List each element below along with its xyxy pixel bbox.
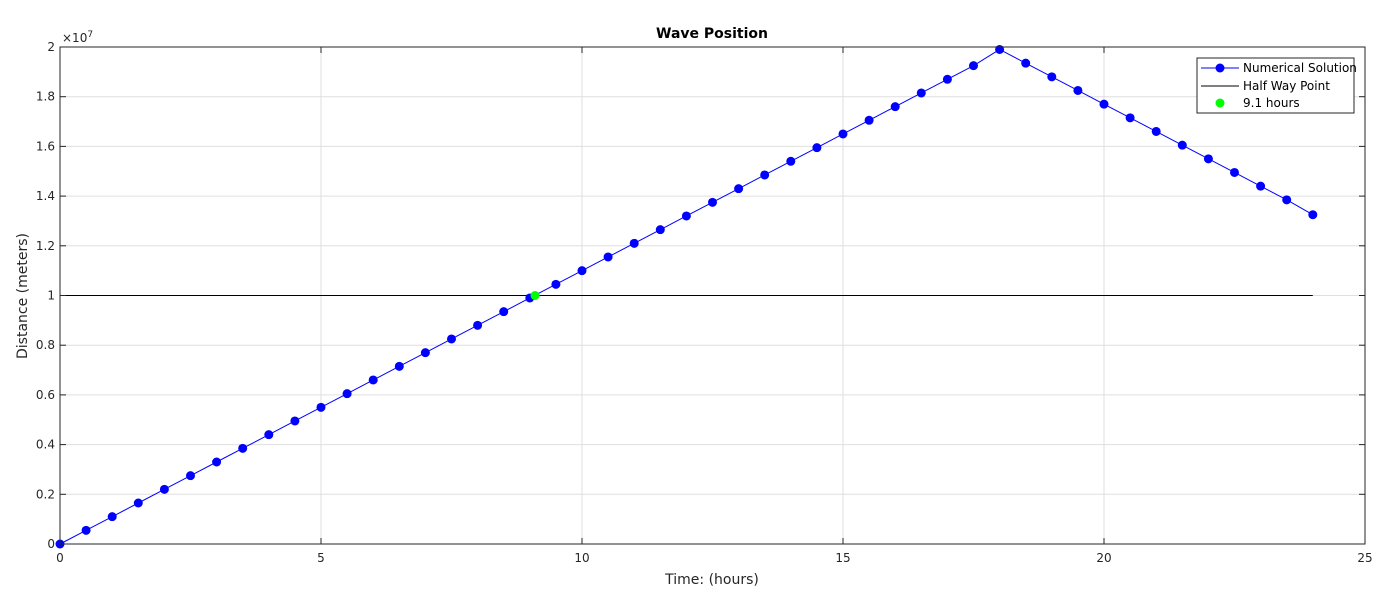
- legend-label-halfway: Half Way Point: [1243, 79, 1330, 93]
- numerical-solution-point: [212, 457, 222, 467]
- y-tick-label: 0: [47, 537, 55, 551]
- numerical-solution-point: [890, 102, 900, 112]
- numerical-solution-point: [316, 402, 326, 412]
- numerical-solution-point: [603, 252, 613, 262]
- numerical-solution-point: [473, 320, 483, 330]
- numerical-solution-point: [969, 61, 978, 71]
- numerical-solution-point: [708, 197, 717, 207]
- legend: Numerical Solution Half Way Point 9.1 ho…: [1196, 57, 1357, 114]
- numerical-solution-point: [1282, 195, 1292, 205]
- y-axis-multiplier: ×107: [62, 30, 93, 45]
- numerical-solution-point: [1230, 167, 1239, 177]
- numerical-solution-point: [264, 430, 274, 440]
- numerical-solution-point: [133, 498, 143, 508]
- axis-ticks: 0 5 10 15 20 25 0 0.2 0.4 0.6 0.8 1 1.2 1.4 1.6 1.8 2: [36, 40, 1373, 565]
- x-tick-label: 10: [574, 551, 589, 565]
- numerical-solution-point: [1021, 58, 1031, 68]
- numerical-solution-point: [1073, 85, 1083, 95]
- legend-marker-numerical: [1215, 63, 1225, 73]
- legend-label-point: 9.1 hours: [1243, 96, 1300, 110]
- y-tick-label: 1.2: [36, 239, 55, 253]
- numerical-solution-point: [290, 416, 300, 426]
- numerical-solution-point: [995, 44, 1005, 54]
- y-tick-label: 0.2: [36, 487, 55, 501]
- numerical-solution-point: [159, 484, 169, 494]
- numerical-solution-point: [342, 389, 352, 399]
- numerical-solution-point: [238, 443, 248, 453]
- legend-label-numerical: Numerical Solution: [1243, 61, 1357, 75]
- numerical-solution-point: [812, 143, 822, 153]
- numerical-solution-point: [1308, 210, 1318, 220]
- y-axis-label: Distance (meters): [15, 233, 31, 359]
- y-tick-label: 1: [47, 289, 55, 303]
- series-layer: [55, 44, 1318, 549]
- numerical-solution-point: [629, 238, 639, 248]
- y-tick-label: 0.8: [36, 338, 55, 352]
- y-tick-label: 1.8: [36, 90, 55, 104]
- numerical-solution-point: [916, 88, 926, 98]
- numerical-solution-point: [681, 211, 691, 221]
- x-tick-label: 25: [1357, 551, 1372, 565]
- numerical-solution-point: [786, 156, 796, 166]
- legend-marker-point: [1215, 98, 1225, 108]
- numerical-solution-point: [1125, 113, 1135, 123]
- x-tick-label: 5: [317, 551, 325, 565]
- y-tick-label: 0.4: [36, 438, 55, 452]
- numerical-solution-point: [1099, 99, 1109, 109]
- numerical-solution-point: [551, 279, 561, 289]
- numerical-solution-point: [107, 512, 117, 522]
- numerical-solution-point: [734, 184, 744, 194]
- x-tick-label: 20: [1096, 551, 1111, 565]
- numerical-solution-point: [655, 225, 665, 235]
- numerical-solution-point: [1151, 126, 1161, 136]
- numerical-solution-point: [368, 375, 378, 385]
- numerical-solution-point: [1256, 181, 1266, 191]
- numerical-solution-point: [1177, 140, 1187, 150]
- chart-title: Wave Position: [656, 26, 768, 42]
- numerical-solution-point: [394, 361, 404, 371]
- numerical-solution-point: [1047, 72, 1057, 82]
- numerical-solution-point: [577, 266, 587, 276]
- numerical-solution-point: [838, 129, 848, 139]
- numerical-solution-point: [864, 115, 874, 125]
- x-axis-label: Time: (hours): [664, 572, 759, 588]
- x-tick-label: 0: [56, 551, 64, 565]
- y-tick-label: 0.6: [36, 388, 55, 402]
- numerical-solution-point: [186, 471, 195, 481]
- numerical-solution-point: [942, 74, 952, 84]
- numerical-solution-point: [420, 348, 430, 358]
- numerical-solution-point: [1203, 154, 1213, 164]
- numerical-solution-point: [499, 307, 509, 317]
- numerical-solution-point: [760, 170, 770, 180]
- x-tick-label: 15: [835, 551, 850, 565]
- y-tick-label: 1.6: [36, 139, 55, 153]
- halfway-time-point: [530, 291, 540, 300]
- y-tick-label: 2: [47, 40, 55, 54]
- numerical-solution-point: [81, 525, 91, 535]
- y-tick-label: 1.4: [36, 189, 55, 203]
- numerical-solution-point: [447, 334, 456, 344]
